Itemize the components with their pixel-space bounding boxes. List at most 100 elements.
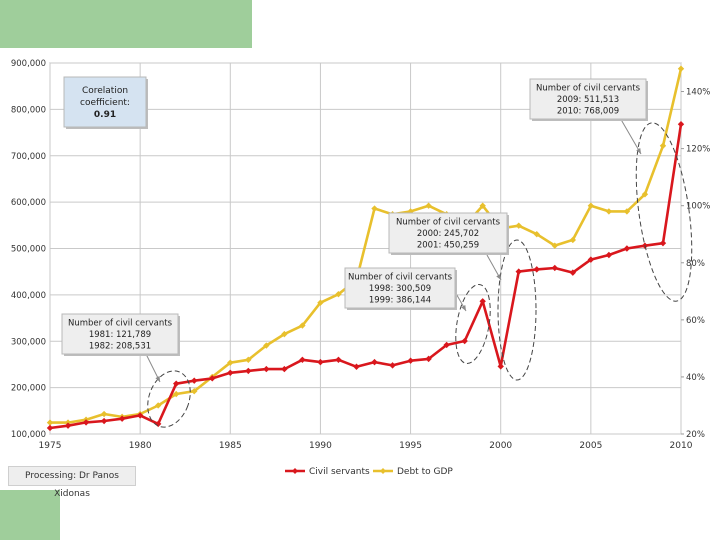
decorative-banner-bottom xyxy=(0,490,60,540)
highlight-ellipse xyxy=(497,239,537,381)
data-point-civil-servants xyxy=(100,417,108,425)
data-point-civil-servants xyxy=(605,251,613,259)
data-point-civil-servants xyxy=(623,245,631,252)
data-point-civil-servants xyxy=(317,358,324,366)
data-point-civil-servants xyxy=(263,365,270,373)
data-point-debt-to-gdp xyxy=(335,290,342,298)
callout-text: Corelation xyxy=(82,86,128,96)
data-point-debt-to-gdp xyxy=(100,410,108,418)
legend-marker-debt-to-gdp xyxy=(380,468,386,474)
data-point-debt-to-gdp xyxy=(641,191,649,198)
callout-text: Number of civil cervants xyxy=(396,217,501,227)
data-point-civil-servants xyxy=(407,357,414,364)
data-point-debt-to-gdp xyxy=(317,299,324,306)
callout-arrowhead xyxy=(155,376,160,382)
legend-label-civil-servants: Civil servants xyxy=(309,467,370,477)
data-point-debt-to-gdp xyxy=(154,402,162,409)
callout-box xyxy=(344,267,456,309)
data-point-civil-servants xyxy=(299,356,306,363)
chart-container: 100,000 200,000 300,000 400,000 500,000 600,0… xyxy=(0,52,720,490)
callout-box xyxy=(388,212,508,254)
data-point-civil-servants xyxy=(461,337,468,345)
data-point-debt-to-gdp xyxy=(371,205,378,212)
callout-arrowhead xyxy=(496,274,501,280)
data-point-civil-servants xyxy=(389,362,396,369)
data-point-civil-servants xyxy=(64,422,72,429)
x-axis: 1975 1980 1985 1990 1995 2000 2005 2010 xyxy=(39,441,693,451)
y-tick-label-right: 140% xyxy=(686,88,710,98)
data-point-debt-to-gdp xyxy=(659,142,667,149)
data-point-civil-servants xyxy=(515,268,522,275)
data-point-civil-servants xyxy=(425,355,432,363)
callout-text: 0.91 xyxy=(94,110,116,120)
x-tick-label: 1995 xyxy=(399,441,422,451)
data-point-civil-servants xyxy=(659,239,667,247)
data-point-civil-servants xyxy=(353,363,360,370)
y-tick-label-right: 120% xyxy=(686,145,710,155)
data-point-debt-to-gdp xyxy=(623,208,631,215)
callout-box xyxy=(61,313,179,355)
data-point-civil-servants xyxy=(497,363,504,370)
decorative-banner-top xyxy=(0,0,252,48)
y-tick-label-left: 300,000 xyxy=(11,337,46,347)
series-line-civil-servants xyxy=(49,124,683,430)
data-point-civil-servants xyxy=(551,264,558,272)
data-point-debt-to-gdp xyxy=(425,202,432,209)
data-point-debt-to-gdp xyxy=(245,356,252,363)
data-point-debt-to-gdp xyxy=(515,222,522,229)
data-point-civil-servants xyxy=(569,269,577,276)
data-point-civil-servants xyxy=(443,341,450,349)
highlight-ellipse xyxy=(635,122,693,302)
y-tick-label-left: 700,000 xyxy=(11,152,46,162)
data-point-debt-to-gdp xyxy=(677,65,685,72)
x-tick-label: 2005 xyxy=(579,441,602,451)
series-layer xyxy=(46,65,685,432)
data-point-debt-to-gdp xyxy=(46,419,54,426)
data-point-civil-servants xyxy=(479,298,486,305)
data-point-civil-servants xyxy=(677,121,685,128)
credit-label: Processing: Dr Panos Xidonas xyxy=(8,466,136,499)
y-tick-label-right: 100% xyxy=(686,202,710,212)
callout-text: 2001: 450,259 xyxy=(417,240,479,250)
y-tick-label-left: 600,000 xyxy=(11,198,46,208)
line-chart: 100,000 200,000 300,000 400,000 500,000 600,0… xyxy=(11,59,710,477)
legend-label-debt-to-gdp: Debt to GDP xyxy=(397,467,453,477)
callout-arrowhead xyxy=(461,305,466,311)
x-tick-label: 1990 xyxy=(309,441,332,451)
data-point-civil-servants xyxy=(82,419,90,426)
callout-text: 2009: 511,513 xyxy=(557,95,619,105)
x-tick-label: 1975 xyxy=(39,441,62,451)
x-tick-label: 1985 xyxy=(219,441,242,451)
y-tick-label-right: 40% xyxy=(686,373,705,383)
callout-arrowhead xyxy=(636,148,641,154)
y-tick-label-left: 200,000 xyxy=(11,384,46,394)
y-tick-label-right: 20% xyxy=(686,430,705,440)
data-point-civil-servants xyxy=(335,356,342,363)
data-point-debt-to-gdp xyxy=(587,202,595,209)
callout-arrow xyxy=(618,115,642,155)
callout-text: 1999: 386,144 xyxy=(369,295,431,305)
legend-marker-civil-servants xyxy=(292,468,298,474)
data-point-civil-servants xyxy=(173,380,180,387)
callout-text: Number of civil cervants xyxy=(536,83,641,93)
legend: Civil servants Debt to GDP xyxy=(285,467,453,477)
y-tick-label-right: 80% xyxy=(686,259,705,269)
data-point-civil-servants xyxy=(245,367,252,375)
data-point-debt-to-gdp xyxy=(479,202,486,209)
y-tick-label-left: 400,000 xyxy=(11,291,46,301)
x-tick-label: 2000 xyxy=(489,441,512,451)
data-point-debt-to-gdp xyxy=(173,390,180,398)
y-axis-right: 20% 40% 60% 80% 100% 120% 140% xyxy=(681,88,710,440)
y-tick-label-left: 900,000 xyxy=(11,59,46,69)
data-point-civil-servants xyxy=(587,256,595,263)
data-point-debt-to-gdp xyxy=(605,208,613,215)
y-tick-label-right: 60% xyxy=(686,316,705,326)
data-point-civil-servants xyxy=(191,377,198,384)
data-point-debt-to-gdp xyxy=(227,359,234,366)
callout-text: 1981: 121,789 xyxy=(89,330,151,340)
data-point-debt-to-gdp xyxy=(299,322,306,329)
callout-text: coefficient: xyxy=(80,98,130,108)
data-point-debt-to-gdp xyxy=(191,387,198,395)
callout-box xyxy=(63,76,147,128)
callout-text: 2010: 768,009 xyxy=(557,106,619,116)
